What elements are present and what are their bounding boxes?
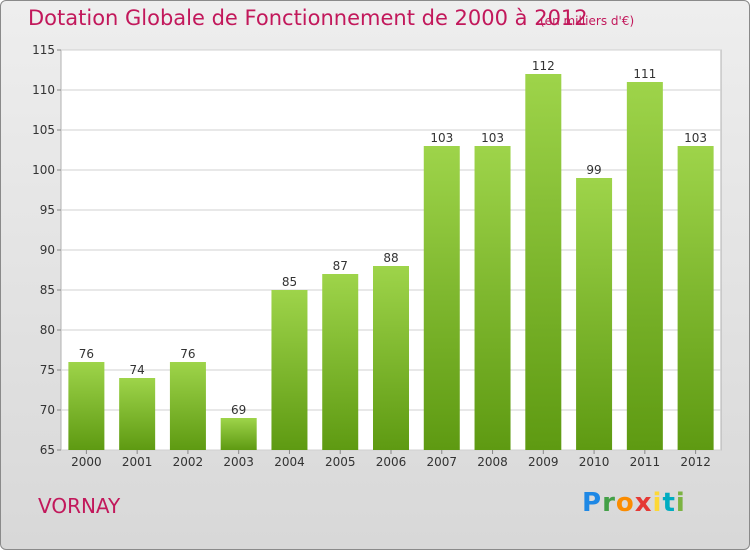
logo-letter: r	[602, 488, 616, 518]
logo-letter: o	[615, 488, 635, 518]
bar	[525, 74, 562, 450]
bar	[677, 146, 714, 450]
proxiti-logo: Proxiti	[582, 488, 686, 518]
x-tick-label: 2011	[630, 455, 661, 469]
bar-value-label: 88	[383, 251, 398, 265]
x-tick-label: 2008	[477, 455, 508, 469]
x-tick-label: 2005	[325, 455, 356, 469]
x-tick-label: 2009	[528, 455, 559, 469]
bar	[220, 418, 257, 450]
x-tick-label: 2000	[71, 455, 102, 469]
x-tick-label: 2001	[122, 455, 153, 469]
bar-value-label: 103	[684, 131, 707, 145]
bar-value-label: 87	[333, 259, 348, 273]
x-tick-label: 2012	[680, 455, 711, 469]
bar-value-label: 76	[180, 347, 195, 361]
bar-value-label: 99	[586, 163, 601, 177]
x-tick-label: 2003	[223, 455, 254, 469]
y-tick-label: 100	[32, 163, 55, 177]
y-tick-label: 115	[32, 43, 55, 57]
x-tick-label: 2010	[579, 455, 610, 469]
commune-name: VORNAY	[38, 494, 121, 518]
y-tick-label: 105	[32, 123, 55, 137]
bar-value-label: 76	[79, 347, 94, 361]
logo-letter: i	[675, 488, 686, 518]
logo-letter: x	[634, 488, 653, 518]
bar	[373, 266, 409, 450]
chart-title: Dotation Globale de Fonctionnement de 20…	[28, 6, 588, 30]
logo-letter: P	[582, 488, 603, 518]
y-tick-label: 95	[40, 203, 55, 217]
bar-value-label: 74	[130, 363, 145, 377]
bar	[119, 378, 156, 450]
x-tick-label: 2006	[376, 455, 407, 469]
chart-subtitle: (en milliers d'€)	[540, 14, 635, 28]
bar	[576, 178, 613, 450]
logo-letter: i	[652, 488, 663, 518]
bars: 76 74 76 69 85 87 88 103 103 112 99 111 103	[68, 59, 714, 450]
bar	[322, 274, 359, 450]
bar-value-label: 69	[231, 403, 246, 417]
bar-value-label: 103	[481, 131, 504, 145]
x-tick-label: 2002	[173, 455, 204, 469]
y-axis-ticks: 65 70 75 80 85 90 95 100 105 110 115	[32, 43, 61, 457]
x-tick-label: 2004	[274, 455, 305, 469]
y-tick-label: 75	[40, 363, 55, 377]
bar	[423, 146, 460, 450]
y-tick-label: 65	[40, 443, 55, 457]
logo-letter: t	[662, 488, 676, 518]
bar	[271, 290, 308, 450]
bar-value-label: 111	[633, 67, 656, 81]
bar-value-label: 103	[430, 131, 453, 145]
y-tick-label: 90	[40, 243, 55, 257]
y-tick-label: 70	[40, 403, 55, 417]
bar	[474, 146, 511, 450]
bar	[169, 362, 206, 450]
bar	[626, 82, 663, 450]
y-tick-label: 110	[32, 83, 55, 97]
x-axis-ticks: 2000 2001 2002 2003 2004 2005 2006 2007 2008 2009…	[71, 450, 711, 469]
bar-value-label: 112	[532, 59, 555, 73]
y-tick-label: 80	[40, 323, 55, 337]
y-tick-label: 85	[40, 283, 55, 297]
bar-value-label: 85	[282, 275, 297, 289]
x-tick-label: 2007	[426, 455, 457, 469]
bar	[68, 362, 105, 450]
